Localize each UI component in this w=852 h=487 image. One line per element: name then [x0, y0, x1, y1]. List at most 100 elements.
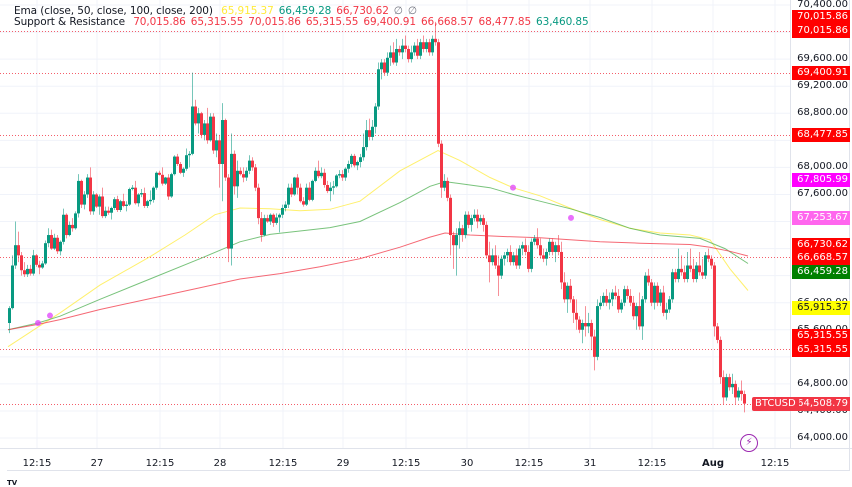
candle: [374, 106, 377, 127]
price-axis-label: 70,400.00: [797, 0, 848, 10]
candle: [53, 237, 56, 249]
price-tag: 66,730.62: [792, 238, 850, 252]
candle: [182, 168, 185, 173]
flash-icon[interactable]: ⚡: [740, 434, 758, 452]
candle: [530, 241, 533, 269]
legend-value: 68,477.85: [478, 16, 532, 28]
candle: [536, 238, 539, 246]
candle: [320, 172, 323, 177]
candle: [65, 214, 68, 236]
candle: [281, 207, 284, 215]
candle: [449, 197, 452, 236]
candle: [461, 228, 464, 236]
candle: [455, 235, 458, 246]
time-axis-label: 12:15: [391, 458, 421, 469]
candle: [668, 299, 671, 310]
candle: [533, 238, 536, 242]
candle: [29, 268, 32, 274]
candle: [578, 319, 581, 330]
cross-marker: [510, 184, 516, 191]
candle: [674, 272, 677, 280]
candle: [611, 292, 614, 300]
time-axis-label: 12:15: [145, 458, 175, 469]
candle: [170, 174, 173, 197]
candle: [662, 292, 665, 313]
candle: [14, 245, 17, 266]
candle: [98, 196, 101, 207]
candle: [473, 214, 476, 219]
candle: [59, 241, 62, 252]
cross-marker: [35, 320, 41, 327]
candle: [431, 38, 434, 53]
candle: [476, 214, 479, 222]
candle: [614, 292, 617, 296]
candle: [125, 204, 128, 206]
candle: [356, 161, 359, 166]
candle: [236, 170, 239, 187]
price-tag: 66,459.28: [792, 265, 850, 279]
candle: [296, 177, 299, 188]
candle: [242, 174, 245, 178]
candle: [464, 214, 467, 236]
candle: [314, 170, 317, 181]
candle: [506, 251, 509, 256]
candle: [20, 255, 23, 271]
candle: [557, 245, 560, 252]
candle: [512, 255, 515, 263]
candle: [686, 265, 689, 280]
candle: [521, 245, 524, 249]
candle: [149, 199, 152, 202]
candle: [68, 224, 71, 236]
candle: [446, 180, 449, 198]
candle: [440, 143, 443, 188]
candle: [728, 377, 731, 388]
price-axis-label: 68,000.00: [797, 161, 848, 173]
candle: [467, 214, 470, 225]
price-tag: 67,805.99: [792, 173, 850, 187]
candle: [689, 265, 692, 269]
tradingview-logo[interactable]: TV: [7, 479, 18, 487]
candle: [197, 113, 200, 124]
candle: [323, 172, 326, 185]
candle: [725, 377, 728, 398]
candle: [80, 180, 83, 205]
candle: [17, 245, 20, 256]
candle: [104, 210, 107, 217]
candle: [545, 251, 548, 259]
candle: [71, 224, 74, 229]
candle: [422, 42, 425, 49]
ema-legend[interactable]: Ema (close, 50, close, 100, close, 200) …: [14, 5, 427, 17]
candle: [215, 140, 218, 151]
candle: [737, 390, 740, 398]
candle: [335, 175, 338, 187]
candle: [194, 106, 197, 124]
candle: [173, 156, 176, 175]
candle: [77, 180, 80, 214]
candle: [731, 383, 734, 388]
candle: [548, 241, 551, 252]
time-axis-label: Aug: [701, 458, 725, 469]
candle: [50, 235, 53, 249]
candle: [722, 377, 725, 398]
candle: [272, 214, 275, 223]
candle: [716, 326, 719, 340]
candle: [122, 201, 125, 206]
candle: [710, 258, 713, 266]
time-axis-label: 12:15: [760, 458, 790, 469]
candle: [551, 241, 554, 252]
sr-legend[interactable]: Support & Resistance 70,015.86 65,315.55 7…: [14, 16, 599, 28]
candle: [650, 282, 653, 303]
candle: [497, 265, 500, 276]
candle: [92, 194, 95, 212]
candle: [575, 312, 578, 320]
candle: [293, 177, 296, 195]
candle: [95, 194, 98, 207]
candle: [380, 62, 383, 70]
time-axis-label: 12:15: [514, 458, 544, 469]
price-tag: 65,315.55: [792, 329, 850, 343]
candle: [44, 243, 47, 264]
price-axis-label: 69,200.00: [797, 80, 848, 92]
candle: [23, 270, 26, 275]
